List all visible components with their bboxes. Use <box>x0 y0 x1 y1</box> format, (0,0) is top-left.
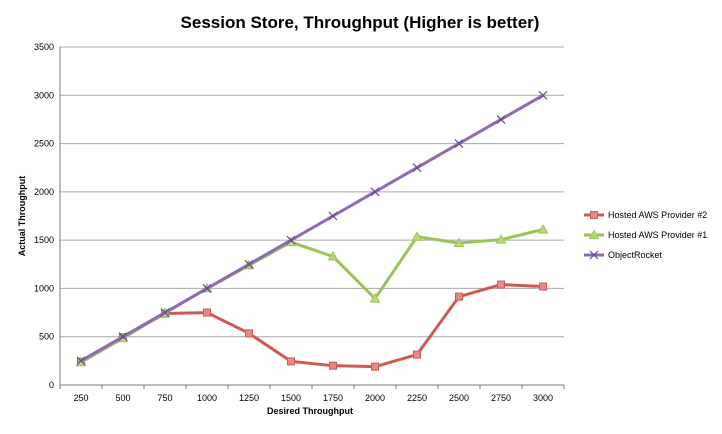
y-axis-label: Actual Throughput <box>17 176 27 257</box>
data-point-x <box>244 259 254 269</box>
y-tick-label: 1000 <box>34 283 54 293</box>
data-point-x-stroke <box>118 332 128 342</box>
data-point-triangle <box>495 234 507 244</box>
data-point-x <box>496 115 506 124</box>
legend-label: ObjectRocket <box>608 250 663 260</box>
y-tick-label: 500 <box>39 332 54 342</box>
data-point-triangle <box>411 231 423 241</box>
data-point-x <box>412 163 422 173</box>
legend: Hosted AWS Provider #2 Hosted AWS Provide… <box>584 210 707 260</box>
data-point-square <box>539 282 547 291</box>
data-point-x <box>454 139 464 148</box>
x-tick-label: 2500 <box>449 393 469 403</box>
data-point-x-stroke <box>496 115 506 124</box>
x-tick-label: 2000 <box>365 393 385 403</box>
data-point-x-stroke <box>454 139 464 148</box>
series-line <box>80 283 544 369</box>
data-point-x <box>202 284 212 293</box>
x-tick-label: 250 <box>73 393 88 403</box>
chart-title: Session Store, Throughput (Higher is bet… <box>181 13 540 32</box>
y-tick-label: 3000 <box>34 90 54 100</box>
series-line <box>80 93 544 363</box>
x-tick-label: 500 <box>115 393 130 403</box>
data-point-x-stroke <box>244 259 254 269</box>
x-axis-label: Desired Throughput <box>267 406 353 416</box>
data-point-square <box>497 280 505 289</box>
series-line <box>80 228 544 364</box>
grid-lines <box>60 46 564 338</box>
data-point-triangle <box>453 237 465 248</box>
x-tick-labels: 250 500 750 1000 1250 1500 1750 2000 2250 2500 275… <box>73 393 553 403</box>
data-point-x-stroke <box>76 356 86 366</box>
data-point-triangle <box>588 229 600 239</box>
data-point-square <box>413 350 421 359</box>
data-point-x-stroke <box>328 211 338 221</box>
data-point-x <box>118 332 128 342</box>
x-tick-label: 2750 <box>491 393 511 403</box>
data-point-x <box>370 187 380 197</box>
data-point-square <box>329 361 337 370</box>
y-tick-label: 2500 <box>34 139 54 149</box>
data-point-x <box>286 235 296 245</box>
x-tick-label: 2250 <box>407 393 427 403</box>
data-point-x <box>76 356 86 366</box>
data-point-x-stroke <box>538 90 548 100</box>
data-point-triangle <box>537 224 549 234</box>
data-point-triangle <box>327 251 339 261</box>
data-point-square <box>590 211 598 219</box>
data-point-x <box>538 90 548 100</box>
data-point-x-stroke <box>202 284 212 293</box>
legend-label: Hosted AWS Provider #1 <box>608 230 707 240</box>
legend-label: Hosted AWS Provider #2 <box>608 210 707 220</box>
data-point-square <box>371 362 379 371</box>
x-tick-label: 1750 <box>323 393 343 403</box>
data-point-x-stroke <box>370 187 380 197</box>
data-point-x <box>160 308 170 317</box>
data-point-x-stroke <box>589 250 599 260</box>
y-tick-label: 1500 <box>34 235 54 245</box>
axes <box>59 47 565 389</box>
y-tick-label: 3500 <box>34 42 54 52</box>
data-point-square <box>455 292 463 301</box>
data-point-square <box>245 329 253 338</box>
x-tick-label: 750 <box>157 393 172 403</box>
x-tick-label: 3000 <box>533 393 553 403</box>
data-point-x-stroke <box>286 235 296 245</box>
y-tick-label: 0 <box>49 380 54 390</box>
data-point-x-stroke <box>412 163 422 173</box>
data-point-x-stroke <box>160 308 170 317</box>
data-point-x <box>328 211 338 221</box>
data-point-square <box>203 308 211 317</box>
x-tick-label: 1000 <box>197 393 217 403</box>
y-tick-labels: 0 500 1000 1500 2000 2500 3000 3500 <box>34 42 54 390</box>
data-point-triangle <box>369 293 381 303</box>
data-point-square <box>287 357 295 366</box>
y-tick-label: 2000 <box>34 187 54 197</box>
x-tick-label: 1250 <box>239 393 259 403</box>
series-group <box>75 90 549 371</box>
x-tick-label: 1500 <box>281 393 301 403</box>
data-point-x <box>589 250 599 260</box>
